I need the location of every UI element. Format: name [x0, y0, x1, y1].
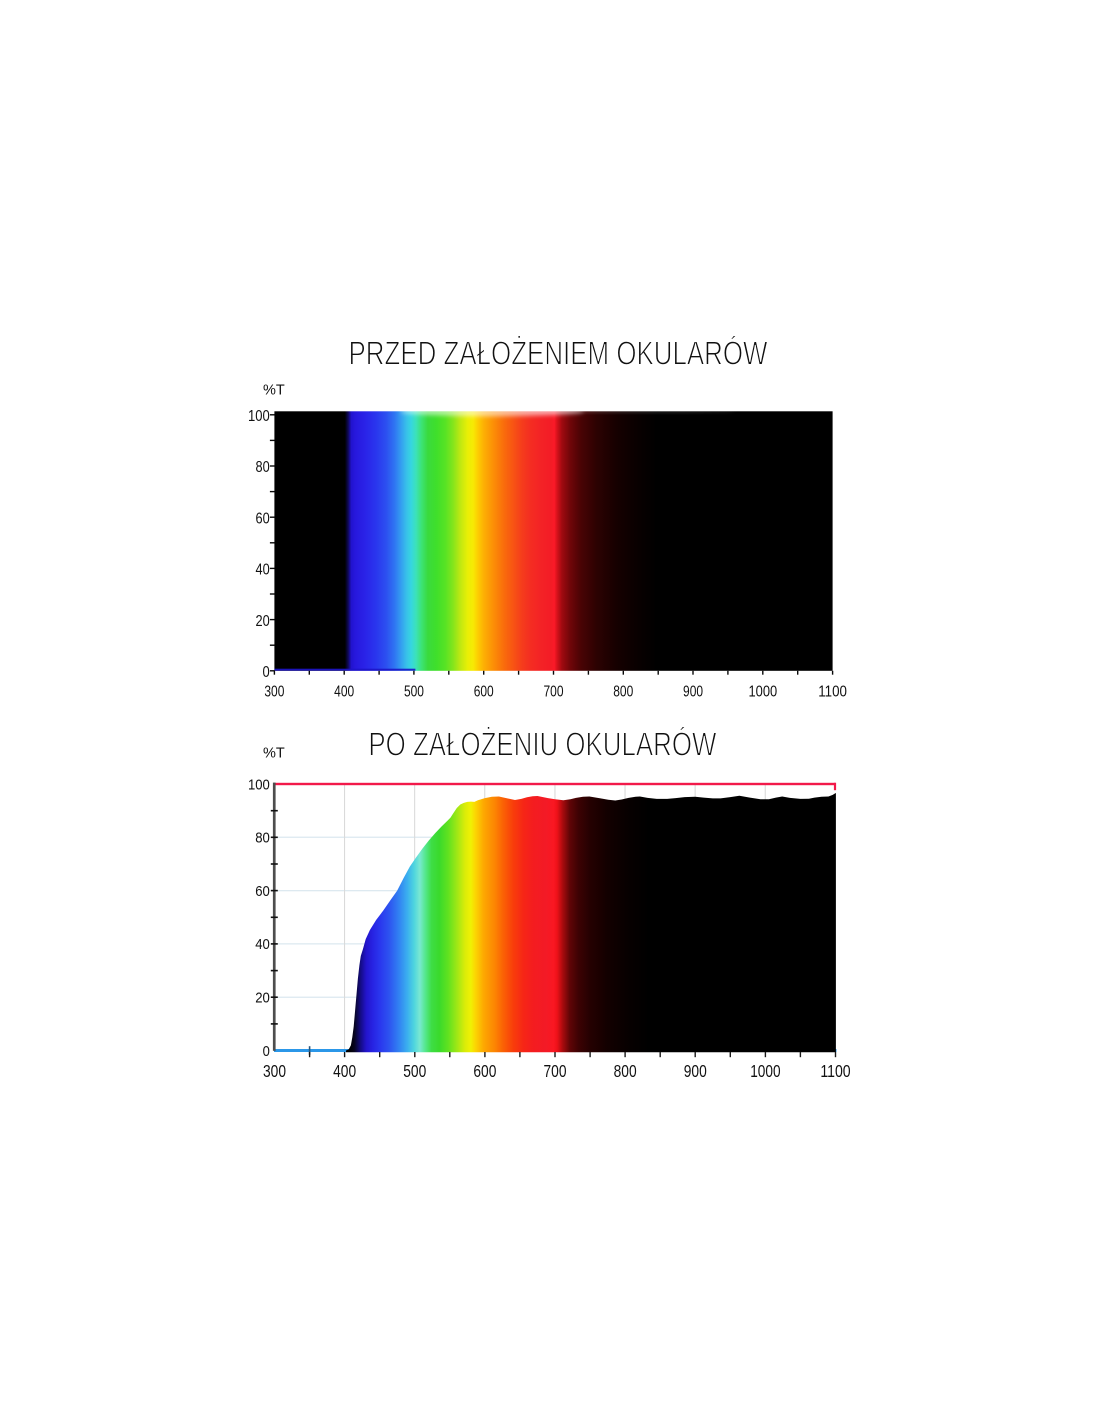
svg-text:20: 20: [256, 613, 271, 630]
svg-text:300: 300: [264, 683, 284, 700]
svg-text:500: 500: [403, 1061, 426, 1081]
svg-text:1100: 1100: [818, 683, 847, 700]
svg-text:800: 800: [613, 683, 633, 700]
svg-text:20: 20: [255, 990, 270, 1007]
svg-text:1100: 1100: [820, 1061, 851, 1081]
svg-text:400: 400: [334, 683, 354, 700]
svg-text:600: 600: [473, 1061, 496, 1081]
svg-text:PO ZAŁOŻENIU OKULARÓW: PO ZAŁOŻENIU OKULARÓW: [368, 725, 717, 762]
svg-text:60: 60: [256, 510, 271, 527]
svg-text:800: 800: [614, 1061, 637, 1081]
svg-text:%T: %T: [263, 383, 285, 399]
svg-text:1000: 1000: [748, 683, 777, 700]
svg-text:1000: 1000: [750, 1061, 781, 1081]
svg-text:40: 40: [255, 936, 270, 953]
svg-text:400: 400: [333, 1061, 356, 1081]
svg-text:300: 300: [263, 1061, 286, 1081]
svg-text:60: 60: [255, 883, 270, 900]
svg-text:%T: %T: [263, 746, 285, 762]
svg-text:0: 0: [263, 664, 271, 681]
svg-text:100: 100: [248, 776, 270, 793]
svg-text:80: 80: [256, 459, 271, 476]
svg-text:600: 600: [474, 683, 494, 700]
svg-text:PRZED ZAŁOŻENIEM OKULARÓW: PRZED ZAŁOŻENIEM OKULARÓW: [349, 334, 769, 371]
svg-text:0: 0: [263, 1043, 270, 1060]
svg-text:500: 500: [404, 683, 424, 700]
svg-text:40: 40: [256, 562, 271, 579]
svg-text:700: 700: [544, 683, 564, 700]
svg-text:900: 900: [683, 683, 703, 700]
svg-text:900: 900: [684, 1061, 707, 1081]
svg-text:100: 100: [248, 408, 270, 425]
svg-text:700: 700: [544, 1061, 567, 1081]
svg-text:80: 80: [255, 830, 270, 847]
